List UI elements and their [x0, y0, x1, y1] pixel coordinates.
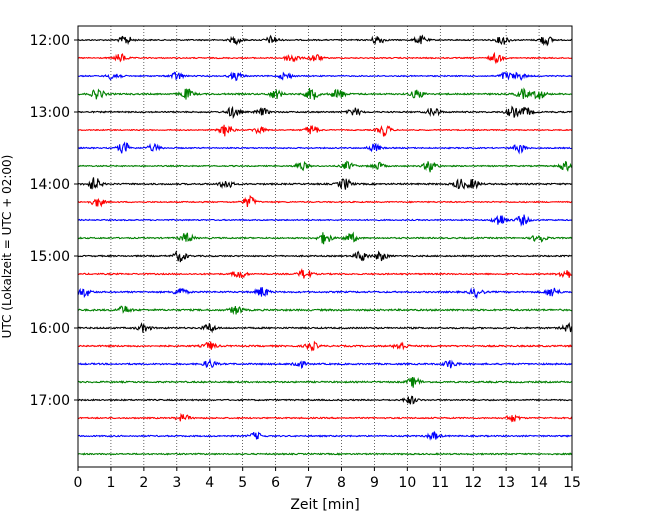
- trace-row-1515: [77, 268, 573, 279]
- trace-row-1545: [78, 305, 573, 316]
- x-tick-label: 12: [464, 475, 482, 491]
- trace-row-1445: [77, 231, 573, 245]
- trace-row-1315: [77, 124, 573, 137]
- x-tick-label: 3: [172, 475, 181, 491]
- x-tick-label: 8: [337, 475, 346, 491]
- y-tick-label: 17:00: [30, 393, 70, 409]
- x-tick-label: 2: [139, 475, 148, 491]
- trace-row-1715: [77, 412, 573, 423]
- x-axis-ticks: 0 1 2 3 4 5 6 7 8 9 10 11 12 13 14 15: [74, 467, 581, 491]
- x-tick-label: 5: [238, 475, 247, 491]
- trace-row-1615: [77, 340, 573, 352]
- x-tick-label: 11: [431, 475, 449, 491]
- trace-row-1230: [77, 71, 573, 82]
- trace-row-1300: [77, 105, 573, 120]
- x-tick-label: 10: [398, 475, 416, 491]
- x-tick-label: 14: [530, 475, 548, 491]
- trace-row-1530: [77, 287, 573, 300]
- trace-row-1630: [77, 357, 573, 370]
- trace-row-1600: [77, 321, 573, 334]
- x-tick-label: 0: [74, 475, 83, 491]
- trace-row-1200: [77, 34, 573, 47]
- x-tick-label: 15: [563, 475, 581, 491]
- y-tick-label: 16:00: [30, 321, 70, 337]
- seismic-traces: [77, 34, 573, 456]
- trace-row-1245: [77, 87, 573, 100]
- y-tick-label: 15:00: [30, 249, 70, 265]
- x-axis-label: Zeit [min]: [290, 497, 359, 513]
- x-tick-label: 7: [304, 475, 313, 491]
- y-tick-label: 14:00: [30, 177, 70, 193]
- trace-row-1215: [77, 51, 573, 65]
- x-tick-label: 4: [205, 475, 214, 491]
- trace-row-1345: [77, 160, 573, 173]
- trace-row-1730: [77, 430, 573, 441]
- trace-row-1745: [77, 452, 573, 456]
- x-tick-label: 1: [106, 475, 115, 491]
- y-axis-ticks: 12:00 13:00 14:00 15:00 16:00 17:00: [30, 33, 78, 409]
- x-tick-label: 9: [370, 475, 379, 491]
- x-tick-label: 6: [271, 475, 280, 491]
- x-tick-label: 13: [497, 475, 515, 491]
- trace-row-1700: [77, 395, 573, 405]
- trace-row-1415: [77, 194, 573, 208]
- trace-row-1430: [77, 214, 573, 227]
- y-axis-label: UTC (Lokalzeit = UTC + 02:00): [0, 155, 14, 339]
- trace-row-1330: [77, 141, 573, 155]
- plot-frame: [77, 25, 573, 468]
- y-tick-label: 12:00: [30, 33, 70, 49]
- trace-row-1400: [77, 177, 573, 190]
- y-tick-label: 13:00: [30, 105, 70, 121]
- trace-row-1645: [77, 376, 573, 388]
- trace-row-1500: [77, 250, 573, 263]
